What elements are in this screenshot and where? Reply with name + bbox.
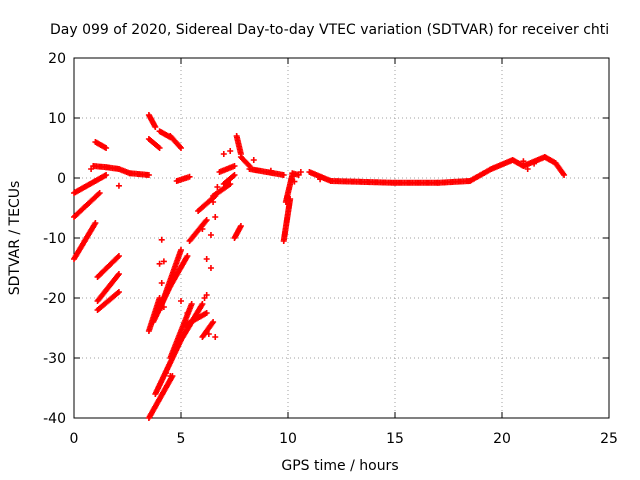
data-point (250, 157, 257, 163)
data-point (103, 145, 110, 151)
data-point (231, 163, 238, 169)
data-point (212, 334, 219, 340)
data-point (291, 178, 298, 185)
data-point (163, 370, 170, 376)
data-point (188, 301, 195, 307)
y-tick-label: 10 (48, 111, 66, 127)
data-point (245, 161, 252, 168)
data-point (205, 331, 212, 337)
x-tick-label: 5 (177, 431, 186, 447)
data-point (178, 298, 184, 304)
data-point (152, 124, 159, 130)
data-point (178, 145, 184, 151)
x-axis-label: GPS time / hours (281, 458, 398, 474)
data-point (167, 373, 174, 379)
data-point (280, 172, 287, 178)
data-point (210, 199, 217, 205)
data-point (227, 148, 234, 154)
data-point (88, 166, 95, 172)
data-point (178, 247, 184, 253)
data-point (317, 176, 324, 183)
y-tick-label: 20 (48, 51, 66, 67)
data-point (220, 151, 227, 157)
x-tick-label: 0 (70, 431, 79, 447)
data-point (186, 173, 193, 180)
data-point (184, 253, 191, 259)
data-point (524, 166, 531, 172)
data-point (160, 304, 167, 310)
data-point (267, 167, 274, 174)
data-point (203, 310, 210, 316)
data-point (103, 172, 110, 178)
data-point (203, 256, 210, 262)
data-point (96, 190, 103, 196)
data-point (520, 158, 527, 165)
data-point (160, 258, 167, 265)
data-point (214, 184, 221, 190)
data-point (237, 223, 244, 229)
data-point (184, 310, 191, 316)
data-point (158, 280, 165, 286)
data-point (207, 232, 214, 238)
y-axis-label: SDTVAR / TECUs (7, 181, 23, 296)
y-tick-labels: -40 -30 -20 -10 0 10 20 (43, 51, 66, 427)
x-tick-label: 10 (279, 431, 297, 447)
grid-lines (74, 58, 609, 418)
data-point (210, 319, 217, 325)
y-tick-label: -40 (43, 411, 66, 427)
x-tick-label: 15 (386, 431, 404, 447)
chart-title: Day 099 of 2020, Sidereal Day-to-day VTE… (50, 22, 609, 38)
x-tick-labels: 0 5 10 15 20 25 (70, 431, 618, 447)
data-point (203, 217, 210, 223)
data-point (212, 214, 219, 220)
y-tick-label: -20 (43, 291, 66, 307)
data-point (207, 265, 214, 271)
data-point (199, 226, 206, 232)
data-markers (71, 112, 568, 421)
data-point (115, 253, 122, 259)
x-tick-label: 25 (600, 431, 618, 447)
data-point (231, 172, 238, 178)
data-point (95, 191, 102, 198)
data-point (158, 236, 165, 243)
data-point (297, 169, 304, 175)
data-point (230, 173, 237, 179)
data-point (115, 271, 122, 277)
data-point (203, 292, 210, 298)
y-tick-label: -10 (43, 231, 66, 247)
data-point (145, 172, 152, 178)
x-tick-label: 20 (493, 431, 511, 447)
data-point (114, 254, 121, 261)
data-point (156, 260, 163, 267)
data-point (531, 160, 538, 167)
data-point (115, 182, 122, 189)
data-point (561, 172, 568, 178)
data-point (160, 295, 167, 301)
y-tick-label: 0 (57, 171, 66, 187)
data-point (115, 289, 122, 295)
y-tick-label: -30 (43, 351, 66, 367)
data-point (199, 301, 206, 307)
data-point (92, 220, 99, 226)
data-point (155, 144, 162, 150)
data-point (156, 145, 163, 151)
axis-ticks (73, 57, 610, 419)
